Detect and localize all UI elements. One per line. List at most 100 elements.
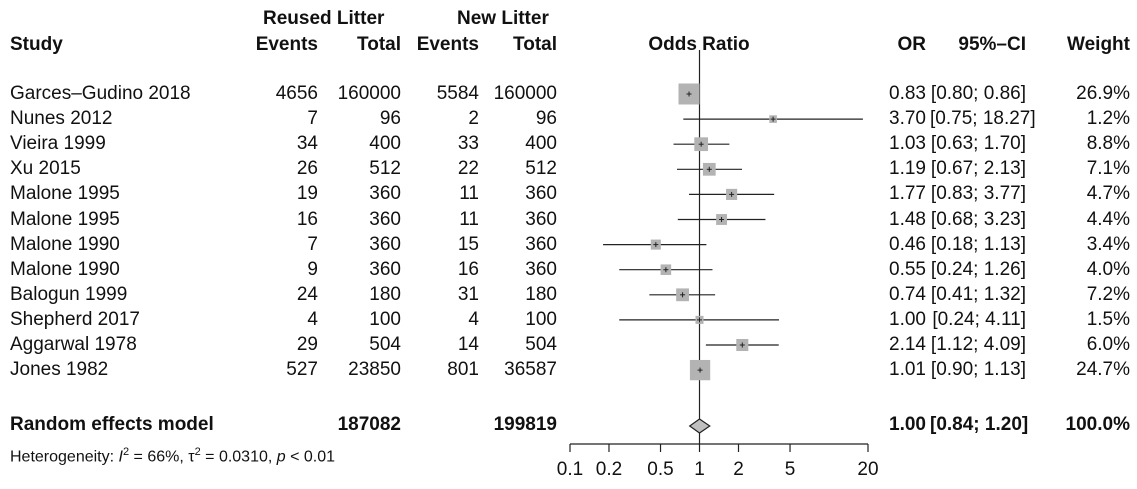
summary-total2: 199819 bbox=[493, 414, 557, 435]
weight-cell: 26.9% bbox=[1076, 83, 1130, 104]
events1-cell: 16 bbox=[296, 208, 318, 230]
events1-cell: 29 bbox=[296, 334, 318, 355]
total2-cell: 360 bbox=[525, 233, 557, 255]
ci-cell: [0.41; 1.32] bbox=[930, 283, 1026, 305]
study-name: Malone 1990 bbox=[10, 258, 120, 280]
study-name: Malone 1995 bbox=[10, 208, 120, 230]
heterogeneity-statistics: Heterogeneity: I2 = 66%, τ2 = 0.0310, p … bbox=[10, 446, 336, 466]
total2-cell: 180 bbox=[525, 283, 557, 305]
events1-cell: 527 bbox=[286, 359, 318, 381]
ci-cell: [0.24; 4.11] bbox=[932, 308, 1026, 330]
ci-column-header: 95%–CI bbox=[958, 34, 1026, 55]
weight-cell: 24.7% bbox=[1076, 359, 1130, 381]
group1-header: Reused Litter bbox=[263, 8, 385, 29]
total2-column-header: Total bbox=[513, 34, 557, 55]
study-name: Malone 1995 bbox=[10, 183, 120, 205]
events2-cell: 4 bbox=[468, 308, 479, 330]
study-name: Aggarwal 1978 bbox=[10, 334, 137, 355]
study-name: Jones 1982 bbox=[10, 359, 109, 381]
study-name: Malone 1990 bbox=[10, 233, 120, 255]
summary-weight: 100.0% bbox=[1065, 414, 1130, 435]
plot-title: Odds Ratio bbox=[648, 34, 750, 55]
total1-cell: 360 bbox=[369, 208, 401, 230]
study-name: Vieira 1999 bbox=[10, 133, 106, 155]
events1-cell: 34 bbox=[296, 133, 318, 155]
events1-cell: 7 bbox=[307, 233, 318, 255]
total1-cell: 160000 bbox=[337, 83, 401, 104]
total1-cell: 96 bbox=[379, 108, 401, 130]
or-cell: 1.01 bbox=[889, 359, 926, 381]
events1-column-header: Events bbox=[255, 34, 318, 55]
study-name: Balogun 1999 bbox=[10, 283, 128, 305]
ci-cell: [0.90; 1.13] bbox=[930, 359, 1026, 381]
weight-cell: 1.5% bbox=[1086, 308, 1130, 330]
or-cell: 0.83 bbox=[889, 83, 926, 104]
total1-cell: 360 bbox=[369, 233, 401, 255]
events2-cell: 2 bbox=[468, 108, 479, 130]
total2-cell: 36587 bbox=[504, 359, 557, 381]
events2-cell: 15 bbox=[457, 233, 479, 255]
study-column-header: Study bbox=[10, 34, 63, 55]
ci-cell: [0.18; 1.13] bbox=[930, 233, 1026, 255]
summary-diamond bbox=[688, 418, 711, 434]
total1-cell: 512 bbox=[369, 158, 401, 180]
events1-cell: 4 bbox=[307, 308, 318, 330]
ci-cell: [0.80; 0.86] bbox=[930, 83, 1026, 104]
or-cell: 1.03 bbox=[889, 133, 926, 155]
x-tick-label: 1 bbox=[694, 459, 705, 480]
or-cell: 3.70 bbox=[889, 108, 926, 130]
weight-cell: 7.2% bbox=[1086, 283, 1130, 305]
or-cell: 2.14 bbox=[889, 334, 926, 355]
events2-cell: 22 bbox=[457, 158, 479, 180]
events2-cell: 11 bbox=[459, 208, 479, 230]
weight-column-header: Weight bbox=[1067, 34, 1130, 55]
total2-cell: 360 bbox=[525, 258, 557, 280]
group2-header: New Litter bbox=[457, 8, 549, 29]
ci-cell: [0.68; 3.23] bbox=[930, 208, 1026, 230]
summary-ci: [0.84; 1.20] bbox=[930, 414, 1029, 435]
x-tick-label: 5 bbox=[785, 459, 796, 480]
total2-cell: 360 bbox=[525, 183, 557, 205]
summary-total1: 187082 bbox=[337, 414, 401, 435]
or-cell: 0.46 bbox=[889, 233, 926, 255]
x-tick-label: 0.1 bbox=[557, 459, 583, 480]
or-cell: 1.48 bbox=[889, 208, 926, 230]
weight-cell: 4.0% bbox=[1086, 258, 1130, 280]
weight-cell: 6.0% bbox=[1086, 334, 1130, 355]
ci-cell: [0.67; 2.13] bbox=[930, 158, 1026, 180]
weight-cell: 1.2% bbox=[1086, 108, 1130, 130]
or-column-header: OR bbox=[897, 34, 927, 55]
summary-or: 1.00 bbox=[889, 414, 926, 435]
or-cell: 0.55 bbox=[889, 258, 926, 280]
total1-cell: 180 bbox=[369, 283, 401, 305]
events1-cell: 4656 bbox=[275, 83, 318, 104]
summary-label: Random effects model bbox=[10, 414, 214, 435]
weight-cell: 4.7% bbox=[1086, 183, 1130, 205]
x-tick-label: 0.5 bbox=[647, 459, 673, 480]
total2-cell: 400 bbox=[525, 133, 557, 155]
study-name: Shepherd 2017 bbox=[10, 308, 140, 330]
total2-cell: 96 bbox=[535, 108, 557, 130]
ci-cell: [0.24; 1.26] bbox=[930, 258, 1026, 280]
events2-column-header: Events bbox=[416, 34, 479, 55]
study-name: Nunes 2012 bbox=[10, 108, 113, 130]
x-tick-label: 20 bbox=[857, 459, 878, 480]
total2-cell: 512 bbox=[525, 158, 557, 180]
or-cell: 1.19 bbox=[889, 158, 926, 180]
events1-cell: 19 bbox=[296, 183, 318, 205]
events2-cell: 801 bbox=[447, 359, 479, 381]
total1-column-header: Total bbox=[357, 34, 401, 55]
events1-cell: 9 bbox=[307, 258, 318, 280]
total2-cell: 160000 bbox=[493, 83, 557, 104]
weight-cell: 8.8% bbox=[1086, 133, 1130, 155]
total2-cell: 360 bbox=[525, 208, 557, 230]
events1-cell: 7 bbox=[307, 108, 318, 130]
events2-cell: 33 bbox=[457, 133, 479, 155]
total1-cell: 504 bbox=[369, 334, 401, 355]
ci-cell: [0.75; 18.27] bbox=[930, 108, 1036, 130]
total1-cell: 23850 bbox=[348, 359, 401, 381]
events2-cell: 5584 bbox=[436, 83, 479, 104]
total1-cell: 360 bbox=[369, 183, 401, 205]
